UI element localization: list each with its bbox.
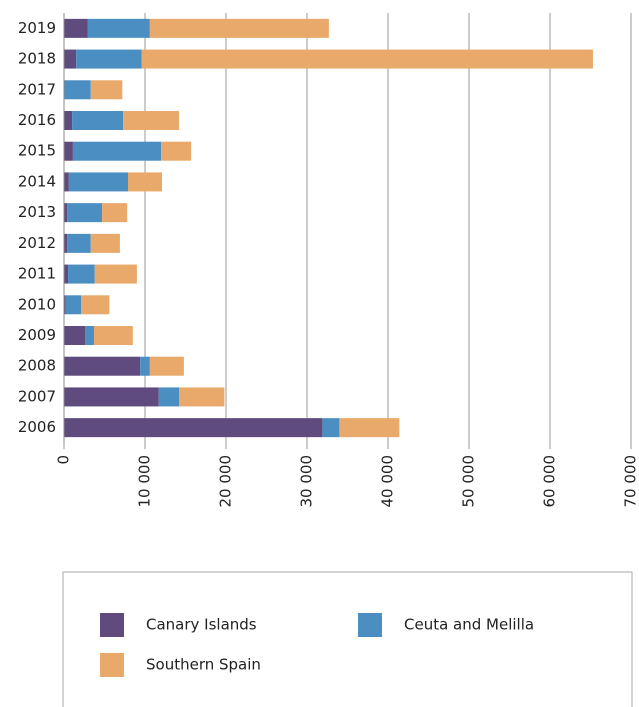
bar-segment <box>64 233 68 253</box>
bar-segment <box>90 80 123 100</box>
y-tick-label: 2018 <box>18 50 56 68</box>
bar-segment <box>123 111 180 130</box>
legend-swatch <box>100 613 124 637</box>
bar-segment <box>179 387 225 407</box>
x-tick-label: 50 000 <box>460 455 478 508</box>
bar-segment <box>65 295 82 315</box>
legend-swatch <box>358 613 382 637</box>
y-tick-label: 2015 <box>18 142 56 160</box>
x-tick-label: 70 000 <box>622 455 639 508</box>
x-tick-label: 60 000 <box>541 455 559 508</box>
bar-segment <box>149 356 184 376</box>
bar-segment <box>64 418 323 438</box>
y-tick-label: 2011 <box>18 265 56 283</box>
y-tick-label: 2012 <box>18 234 56 252</box>
y-tick-label: 2013 <box>18 203 56 221</box>
x-tick-label: 20 000 <box>217 455 235 508</box>
bar-segment <box>140 356 150 376</box>
y-tick-label: 2014 <box>18 172 56 190</box>
y-tick-label: 2007 <box>18 387 56 405</box>
legend-label: Southern Spain <box>146 656 261 674</box>
x-tick-label: 10 000 <box>136 455 154 508</box>
bar-segment <box>64 141 73 161</box>
bar-segment <box>67 233 91 253</box>
bar-segment <box>64 18 88 38</box>
bar-segment <box>67 203 103 223</box>
y-tick-label: 2008 <box>18 357 56 375</box>
x-tick-label: 40 000 <box>379 455 397 508</box>
bar-segment <box>72 141 162 161</box>
bar-segment <box>90 233 120 253</box>
bar-segment <box>68 264 95 284</box>
bar-segment <box>85 326 94 345</box>
bar-segment <box>76 49 142 69</box>
bar-segment <box>64 49 77 69</box>
y-tick-label: 2017 <box>18 80 56 98</box>
legend-label: Canary Islands <box>146 616 257 634</box>
bar-segment <box>64 111 73 130</box>
bar-segment <box>149 18 329 38</box>
y-tick-label: 2019 <box>18 19 56 37</box>
bar-segment <box>102 203 128 223</box>
bar-segment <box>64 264 69 284</box>
bar-segment <box>93 326 133 345</box>
legend-swatch <box>100 653 124 677</box>
bar-segment <box>339 418 400 438</box>
y-tick-label: 2010 <box>18 295 56 313</box>
bar-segment <box>64 80 91 100</box>
bar-segment <box>322 418 340 438</box>
bar-segment <box>64 356 141 376</box>
bar-segment <box>158 387 180 407</box>
bar-segment <box>64 172 69 192</box>
bar-segment <box>64 295 66 315</box>
bar-segment <box>64 203 68 223</box>
bar-segment <box>68 172 128 192</box>
legend-label: Ceuta and Melilla <box>404 616 534 634</box>
bar-segment <box>72 111 124 130</box>
bar-segment <box>64 387 159 407</box>
x-tick-label: 0 <box>55 455 73 465</box>
y-tick-label: 2016 <box>18 111 56 129</box>
bar-segment <box>94 264 137 284</box>
bar-segment <box>87 18 150 38</box>
legend-box <box>62 571 633 707</box>
bar-segment <box>141 49 593 69</box>
bar-segment <box>64 326 86 345</box>
bar-segment <box>161 141 192 161</box>
y-tick-label: 2009 <box>18 326 56 344</box>
y-tick-label: 2006 <box>18 418 56 436</box>
bar-segment <box>127 172 163 192</box>
bar-segment <box>81 295 110 315</box>
x-tick-label: 30 000 <box>298 455 316 508</box>
